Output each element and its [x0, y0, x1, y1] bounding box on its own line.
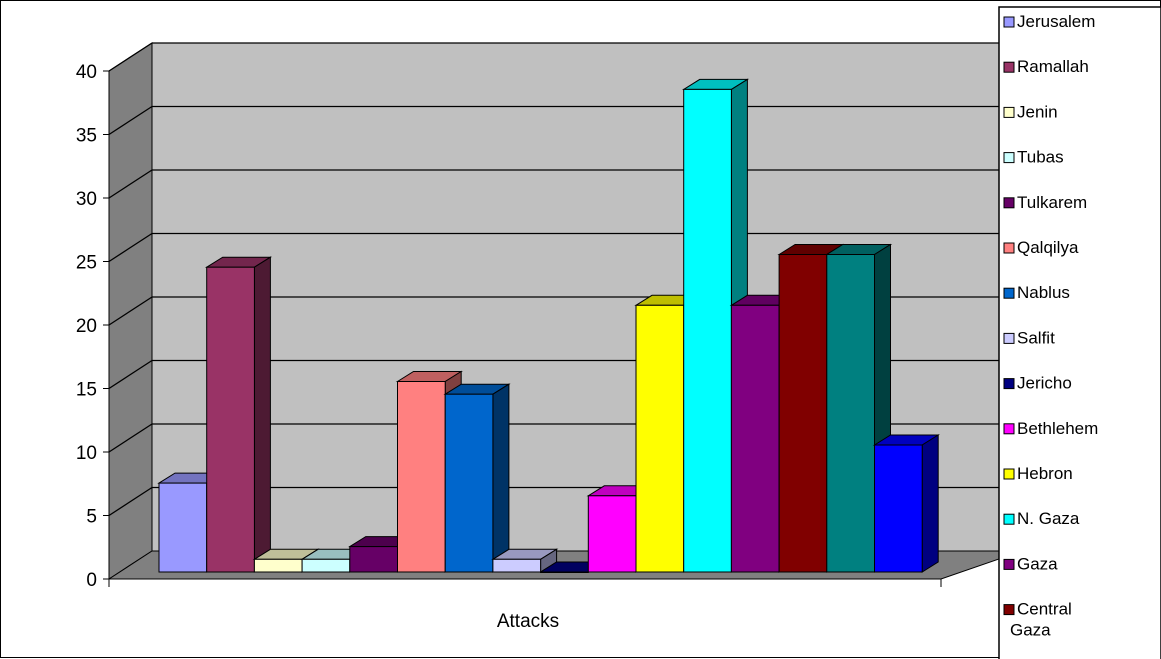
legend-label: Jerusalem	[1017, 12, 1095, 31]
bar-front	[301, 558, 351, 573]
x-category-label: Attacks	[497, 611, 559, 632]
bar-front	[826, 254, 875, 573]
bar-front	[730, 304, 780, 573]
legend-label: Gaza	[1010, 621, 1051, 640]
gridline	[108, 232, 153, 263]
legend-item: Jerusalem	[1003, 12, 1095, 31]
gridline	[108, 169, 153, 199]
gridline	[108, 423, 153, 453]
bar-ramallah	[204, 256, 273, 573]
bar-front	[349, 546, 398, 573]
bar-nablus	[443, 383, 511, 573]
legend-label: Hebron	[1017, 464, 1073, 483]
bar-front	[540, 571, 589, 573]
bar-front	[158, 482, 208, 573]
legend-swatch	[1003, 423, 1015, 435]
bar-front	[874, 444, 923, 573]
bar-front	[492, 558, 542, 573]
y-tick-label: 20	[76, 316, 97, 337]
legend-item: Bethlehem	[1003, 419, 1098, 438]
legend-label: Nablus	[1017, 283, 1070, 302]
y-tick-label: 15	[76, 380, 97, 401]
legend-swatch	[1003, 332, 1015, 344]
legend-label: Salfit	[1017, 328, 1055, 347]
legend-item: Ramallah	[1003, 57, 1089, 76]
bar-front	[397, 381, 446, 573]
legend-label: Bethlehem	[1017, 419, 1098, 438]
legend-item: Tubas	[1003, 148, 1064, 167]
bar-front	[683, 88, 732, 573]
legend-label: Gaza	[1017, 554, 1058, 573]
legend-swatch	[1003, 152, 1015, 164]
legend-label: Qalqilya	[1017, 238, 1079, 257]
legend-swatch	[1003, 61, 1015, 73]
bar-salfit	[491, 548, 559, 573]
bar-rafah	[872, 434, 940, 573]
bar-front	[778, 254, 828, 573]
legend-label: Tulkarem	[1017, 193, 1087, 212]
gridline	[108, 486, 153, 517]
legend-item: Jericho	[1003, 374, 1072, 393]
legend-item: Jenin	[1003, 102, 1058, 121]
legend-item: Hebron	[1003, 464, 1073, 483]
legend-item: Salfit	[1003, 328, 1055, 347]
legend-label: Jenin	[1017, 102, 1058, 121]
legend-swatch	[1003, 106, 1015, 118]
bar-front	[444, 393, 494, 573]
legend-swatch	[1003, 197, 1015, 209]
gridline	[108, 42, 153, 72]
bars	[157, 78, 940, 573]
legend-item: Nablus	[1003, 283, 1070, 302]
legend: Jerusalem Ramallah Jenin Tubas Tulkarem Qalqi…	[998, 6, 1161, 659]
legend-swatch	[1003, 604, 1015, 616]
bar-front	[587, 495, 637, 573]
legend-box	[998, 6, 1161, 659]
legend-swatch	[1003, 468, 1015, 480]
y-tick-label: 10	[76, 443, 97, 464]
bar-front	[253, 558, 303, 573]
legend-swatch	[1003, 16, 1015, 28]
legend-swatch	[1003, 513, 1015, 525]
legend-swatch	[1003, 378, 1015, 390]
y-tick-label: 40	[76, 62, 97, 83]
y-axis: 0 5 10 15 20 25 30 35 40	[76, 62, 942, 591]
bar-side	[492, 383, 510, 573]
legend-label: Central	[1017, 600, 1072, 619]
y-tick-label: 35	[76, 126, 97, 147]
legend-item: Tulkarem	[1003, 193, 1087, 212]
legend-item: Qalqilya	[1003, 238, 1079, 257]
legend-item: N. Gaza	[1003, 509, 1080, 528]
legend-label: N. Gaza	[1017, 509, 1080, 528]
bar-front	[206, 266, 255, 573]
bar-side	[921, 434, 939, 573]
legend-item: Gaza	[1003, 554, 1058, 573]
legend-item: Central Gaza	[1003, 600, 1072, 640]
legend-swatch	[1003, 558, 1015, 570]
y-tick-label: 30	[76, 189, 97, 210]
bar-side	[253, 256, 271, 573]
bar-front	[635, 304, 685, 573]
gridline	[108, 359, 153, 390]
legend-swatch	[1003, 242, 1015, 254]
legend-label: Ramallah	[1017, 57, 1089, 76]
gridline	[108, 296, 153, 326]
legend-label: Tubas	[1017, 148, 1064, 167]
gridline	[108, 105, 153, 136]
legend-swatch	[1003, 287, 1015, 299]
bar-khan-younis	[825, 243, 893, 573]
y-tick-label: 25	[76, 253, 97, 274]
x-axis: Attacks	[497, 611, 559, 632]
y-tick-label: 0	[86, 570, 97, 591]
y-tick-label: 5	[86, 507, 97, 528]
legend-label: Jericho	[1017, 374, 1072, 393]
